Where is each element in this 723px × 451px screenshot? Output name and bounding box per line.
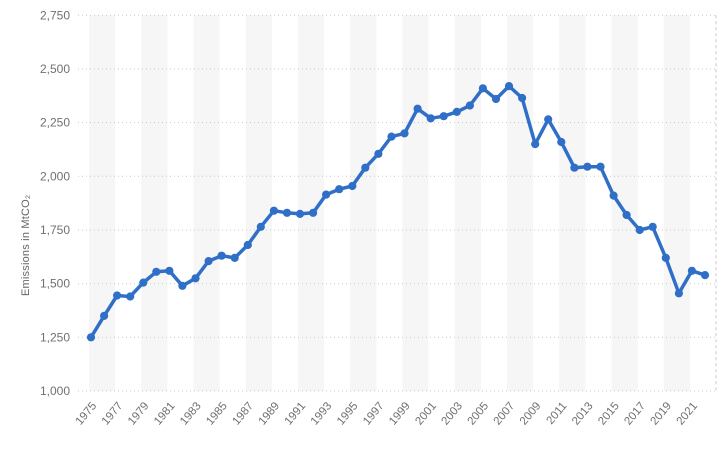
data-point-1986[interactable] bbox=[230, 253, 239, 262]
data-point-1992[interactable] bbox=[309, 208, 318, 217]
x-tick-label: 1991 bbox=[283, 400, 309, 427]
x-tick-label: 1989 bbox=[257, 400, 283, 427]
data-point-1983[interactable] bbox=[191, 274, 200, 283]
x-tick-label: 1981 bbox=[152, 400, 178, 427]
data-point-2016[interactable] bbox=[622, 210, 631, 220]
data-point-2008[interactable] bbox=[518, 93, 527, 103]
data-point-2001[interactable] bbox=[426, 114, 435, 123]
data-point-1998[interactable] bbox=[387, 132, 396, 141]
x-tick-label: 1979 bbox=[126, 400, 152, 427]
data-point-2012[interactable] bbox=[570, 163, 579, 172]
plot-band bbox=[663, 15, 690, 392]
data-point-2019[interactable] bbox=[661, 253, 670, 262]
data-point-1982[interactable] bbox=[178, 281, 187, 290]
x-tick-label: 2011 bbox=[545, 400, 570, 427]
data-point-2021[interactable] bbox=[687, 266, 697, 275]
data-point-1994[interactable] bbox=[335, 185, 344, 194]
y-tick-label: 1,750 bbox=[40, 223, 70, 237]
x-tick-label: 1999 bbox=[387, 400, 413, 427]
data-point-1980[interactable] bbox=[152, 267, 161, 276]
plot-band bbox=[402, 15, 429, 392]
x-tick-label: 1977 bbox=[100, 400, 126, 427]
data-point-2020[interactable] bbox=[674, 289, 684, 298]
data-point-1978[interactable] bbox=[126, 292, 135, 301]
data-point-1987[interactable] bbox=[243, 240, 252, 250]
plot-band bbox=[141, 15, 168, 392]
data-point-2005[interactable] bbox=[478, 84, 487, 93]
plot-band bbox=[611, 15, 638, 392]
data-point-2002[interactable] bbox=[439, 112, 448, 121]
x-tick-label: 1997 bbox=[361, 400, 387, 427]
data-point-2011[interactable] bbox=[557, 137, 566, 147]
data-point-2015[interactable] bbox=[609, 191, 618, 200]
data-point-1985[interactable] bbox=[217, 251, 226, 260]
x-tick-label: 1983 bbox=[178, 400, 204, 427]
y-tick-label: 2,000 bbox=[40, 169, 70, 183]
plot-band bbox=[89, 15, 116, 392]
data-point-1997[interactable] bbox=[374, 149, 383, 158]
data-point-1976[interactable] bbox=[100, 311, 109, 320]
data-point-1990[interactable] bbox=[282, 208, 292, 217]
x-tick-label: 2015 bbox=[596, 400, 622, 427]
plot-band bbox=[245, 15, 272, 392]
data-point-2014[interactable] bbox=[596, 162, 605, 171]
x-tick-label: 2019 bbox=[648, 400, 674, 427]
data-point-1975[interactable] bbox=[86, 333, 96, 342]
x-tick-label: 1995 bbox=[335, 400, 361, 427]
data-point-2003[interactable] bbox=[452, 107, 461, 116]
plot-band bbox=[454, 15, 481, 392]
x-tick-label: 2003 bbox=[439, 400, 465, 427]
data-point-2009[interactable] bbox=[531, 140, 540, 149]
y-tick-label: 1,000 bbox=[40, 384, 70, 398]
x-tick-label: 2005 bbox=[466, 400, 492, 427]
x-tick-label: 2007 bbox=[492, 400, 518, 427]
data-point-2022[interactable] bbox=[700, 271, 710, 280]
x-tick-label: 1985 bbox=[204, 400, 230, 427]
data-point-2013[interactable] bbox=[583, 162, 592, 171]
x-tick-label: 2013 bbox=[570, 400, 596, 427]
data-point-1989[interactable] bbox=[269, 206, 278, 215]
y-tick-label: 1,500 bbox=[40, 277, 70, 291]
data-point-1996[interactable] bbox=[361, 163, 370, 172]
y-tick-label: 2,250 bbox=[40, 116, 70, 130]
y-tick-label: 2,750 bbox=[40, 8, 70, 22]
data-point-2007[interactable] bbox=[504, 82, 514, 91]
data-point-1981[interactable] bbox=[165, 266, 174, 275]
plot-band bbox=[193, 15, 220, 392]
x-tick-label: 1993 bbox=[309, 400, 335, 427]
x-tick-label: 2021 bbox=[675, 400, 701, 427]
data-point-1991[interactable] bbox=[295, 209, 305, 218]
data-point-1999[interactable] bbox=[400, 129, 409, 138]
data-point-1984[interactable] bbox=[204, 257, 213, 266]
data-point-1993[interactable] bbox=[322, 190, 331, 199]
x-tick-label: 2009 bbox=[518, 400, 544, 427]
data-point-2000[interactable] bbox=[413, 104, 422, 113]
data-point-1977[interactable] bbox=[113, 291, 122, 300]
plot-band bbox=[507, 15, 534, 392]
data-point-1988[interactable] bbox=[256, 222, 265, 231]
data-point-2006[interactable] bbox=[491, 94, 501, 104]
plot-band bbox=[350, 15, 377, 392]
y-tick-label: 2,500 bbox=[40, 62, 70, 76]
x-tick-label: 1975 bbox=[74, 400, 100, 427]
data-point-1995[interactable] bbox=[348, 181, 357, 191]
x-tick-label: 1987 bbox=[230, 400, 256, 427]
data-point-2004[interactable] bbox=[465, 101, 474, 110]
data-point-2017[interactable] bbox=[635, 225, 644, 235]
x-tick-label: 2017 bbox=[622, 400, 648, 427]
x-tick-label: 2001 bbox=[413, 400, 439, 427]
data-point-2010[interactable] bbox=[544, 115, 553, 124]
plot-band bbox=[559, 15, 586, 392]
y-tick-label: 1,250 bbox=[40, 330, 70, 344]
data-point-1979[interactable] bbox=[139, 278, 148, 287]
data-point-2018[interactable] bbox=[648, 222, 657, 231]
y-axis-title: Emissions in MtCO₂ bbox=[20, 194, 32, 296]
